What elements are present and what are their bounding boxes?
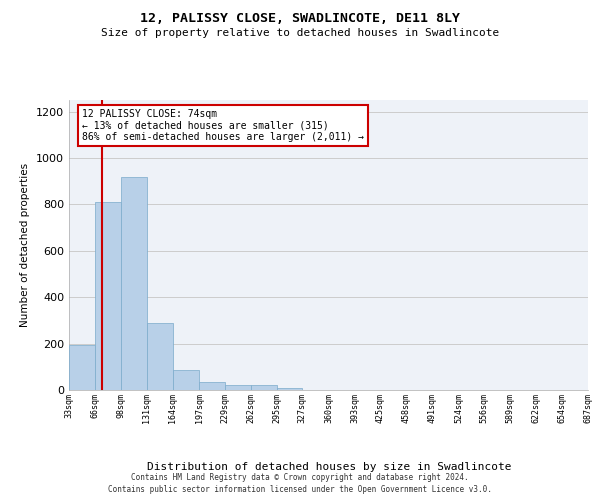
Text: Size of property relative to detached houses in Swadlincote: Size of property relative to detached ho… <box>101 28 499 38</box>
Text: Contains HM Land Registry data © Crown copyright and database right 2024.
Contai: Contains HM Land Registry data © Crown c… <box>108 472 492 494</box>
Text: 12, PALISSY CLOSE, SWADLINCOTE, DE11 8LY: 12, PALISSY CLOSE, SWADLINCOTE, DE11 8LY <box>140 12 460 26</box>
Bar <box>251 386 277 390</box>
Bar <box>224 386 251 390</box>
Bar <box>121 176 147 390</box>
Bar <box>277 388 302 390</box>
Bar <box>173 370 199 390</box>
Y-axis label: Number of detached properties: Number of detached properties <box>20 163 31 327</box>
Text: 12 PALISSY CLOSE: 74sqm
← 13% of detached houses are smaller (315)
86% of semi-d: 12 PALISSY CLOSE: 74sqm ← 13% of detache… <box>82 108 364 142</box>
Text: Distribution of detached houses by size in Swadlincote: Distribution of detached houses by size … <box>146 462 511 472</box>
Bar <box>147 322 173 390</box>
Bar <box>199 382 224 390</box>
Bar <box>69 345 95 390</box>
Bar <box>95 202 121 390</box>
